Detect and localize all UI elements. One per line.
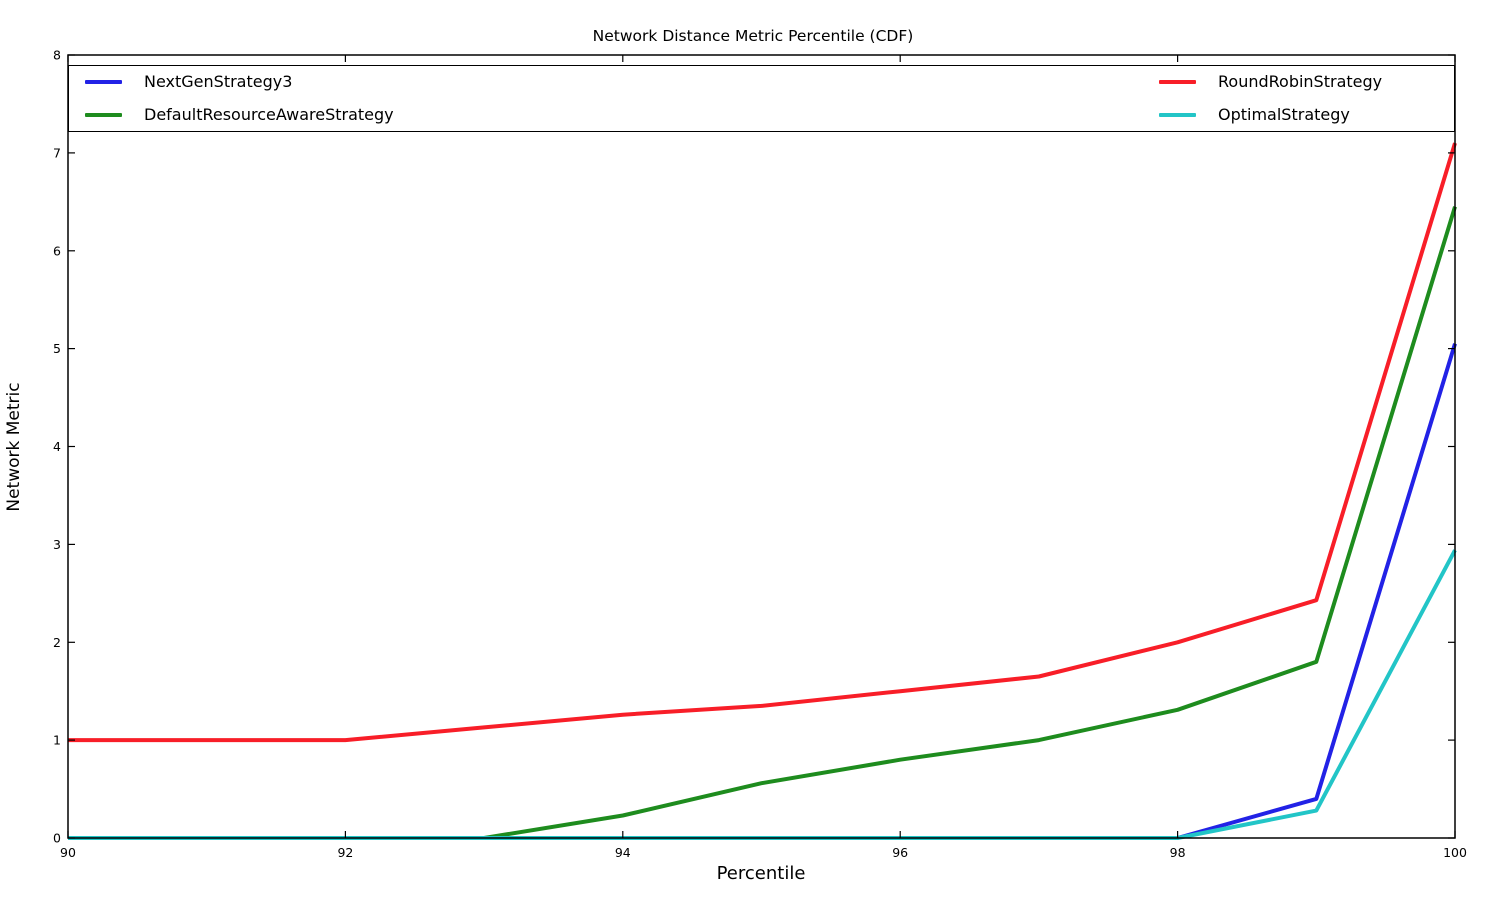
legend-line-swatch-green-icon — [85, 112, 122, 118]
series-line-RoundRobinStrategy — [68, 142, 1457, 743]
x-tick-label: 98 — [1170, 845, 1186, 860]
axes-frame — [67, 54, 1456, 839]
y-tick-label: 1 — [53, 733, 61, 748]
legend-item-nextgenstrategy3: NextGenStrategy3 — [85, 70, 394, 94]
legend-label: RoundRobinStrategy — [1218, 72, 1383, 91]
legend-column-right: RoundRobinStrategy OptimalStrategy — [1159, 70, 1446, 127]
chart-title: Network Distance Metric Percentile (CDF) — [592, 27, 914, 45]
legend-label: OptimalStrategy — [1218, 105, 1350, 124]
legend-line-swatch-red-icon — [1159, 79, 1196, 85]
legend-item-roundrobinstrategy: RoundRobinStrategy — [1159, 70, 1446, 94]
x-tick-label: 92 — [337, 845, 353, 860]
y-tick-label: 7 — [53, 145, 61, 160]
y-axis-label: Network Metric — [4, 382, 24, 512]
x-tick-label: 90 — [60, 845, 76, 860]
y-tick-label: 0 — [53, 831, 61, 846]
legend-item-optimalstrategy: OptimalStrategy — [1159, 103, 1446, 127]
legend-item-defaultresourceawarestrategy: DefaultResourceAwareStrategy — [85, 103, 394, 127]
series-line-DefaultResourceAwareStrategy — [68, 206, 1457, 840]
legend-column-left: NextGenStrategy3 DefaultResourceAwareStr… — [85, 70, 394, 127]
series-line-OptimalStrategy — [68, 549, 1457, 840]
series-line-NextGenStrategy3 — [68, 343, 1457, 840]
y-tick-label: 2 — [53, 635, 61, 650]
legend-label: NextGenStrategy3 — [144, 72, 293, 91]
y-tick-label: 6 — [53, 243, 61, 258]
y-tick-label: 4 — [53, 439, 61, 454]
x-axis-label: Percentile — [716, 863, 806, 884]
legend-line-swatch-cyan-icon — [1159, 112, 1196, 118]
y-tick-label: 8 — [53, 48, 61, 63]
legend-label: DefaultResourceAwareStrategy — [144, 105, 394, 124]
legend-line-swatch-blue-icon — [85, 79, 122, 85]
y-tick-label: 3 — [53, 537, 61, 552]
y-tick-label: 5 — [53, 341, 61, 356]
x-tick-label: 100 — [1443, 845, 1467, 860]
legend: NextGenStrategy3 DefaultResourceAwareStr… — [68, 65, 1455, 132]
x-tick-label: 96 — [892, 845, 908, 860]
x-tick-label: 94 — [615, 845, 631, 860]
